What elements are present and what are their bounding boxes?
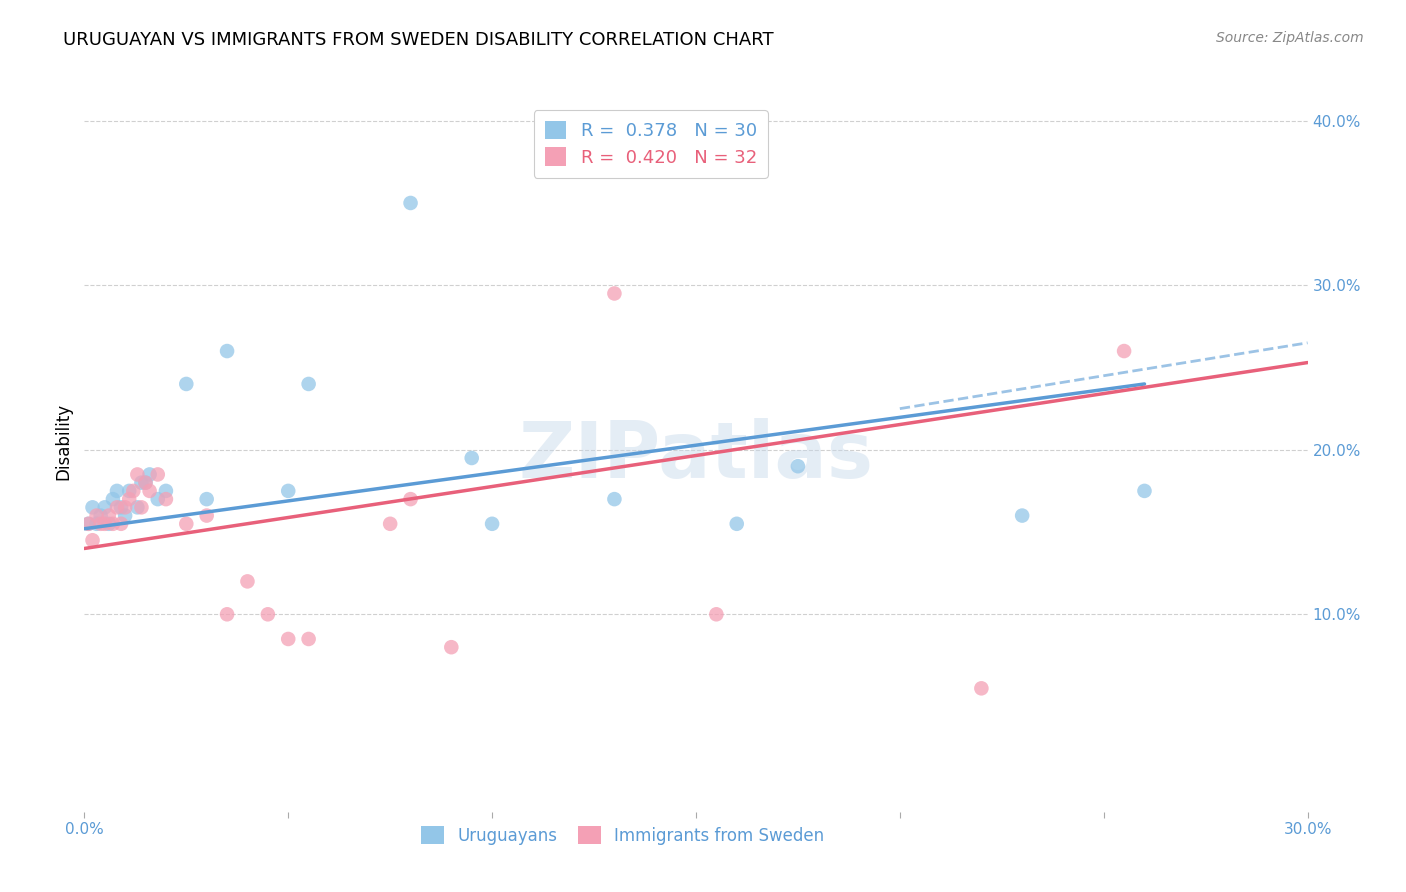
- Point: [97, 508, 120, 523]
- Point: [706, 607, 728, 622]
- Point: [155, 483, 177, 498]
- Point: [1011, 508, 1033, 523]
- Point: [236, 574, 259, 589]
- Point: [110, 516, 132, 531]
- Point: [90, 508, 112, 523]
- Point: [1133, 483, 1156, 498]
- Point: [603, 286, 626, 301]
- Point: [277, 483, 299, 498]
- Point: [114, 500, 136, 515]
- Point: [603, 492, 626, 507]
- Point: [787, 459, 810, 474]
- Point: [217, 344, 239, 359]
- Point: [118, 483, 141, 498]
- Point: [122, 483, 145, 498]
- Point: [131, 475, 153, 490]
- Point: [86, 508, 108, 523]
- Point: [135, 475, 157, 490]
- Point: [174, 376, 197, 391]
- Point: [97, 516, 120, 531]
- Point: [440, 640, 463, 655]
- Text: URUGUAYAN VS IMMIGRANTS FROM SWEDEN DISABILITY CORRELATION CHART: URUGUAYAN VS IMMIGRANTS FROM SWEDEN DISA…: [63, 31, 773, 49]
- Point: [131, 500, 153, 515]
- Point: [146, 492, 169, 507]
- Point: [101, 516, 124, 531]
- Point: [399, 492, 422, 507]
- Point: [127, 500, 149, 515]
- Point: [77, 516, 100, 531]
- Point: [135, 475, 157, 490]
- Point: [298, 376, 321, 391]
- Point: [90, 516, 112, 531]
- Point: [298, 632, 321, 646]
- Point: [93, 500, 115, 515]
- Point: [146, 467, 169, 482]
- Text: Source: ZipAtlas.com: Source: ZipAtlas.com: [1216, 31, 1364, 45]
- Text: ZIPatlas: ZIPatlas: [519, 418, 873, 494]
- Point: [86, 516, 108, 531]
- Legend: Uruguayans, Immigrants from Sweden: Uruguayans, Immigrants from Sweden: [415, 820, 831, 852]
- Point: [257, 607, 280, 622]
- Point: [461, 450, 484, 465]
- Point: [174, 516, 197, 531]
- Point: [118, 492, 141, 507]
- Point: [217, 607, 239, 622]
- Point: [82, 500, 104, 515]
- Point: [399, 196, 422, 211]
- Point: [725, 516, 748, 531]
- Point: [82, 533, 104, 548]
- Point: [970, 681, 993, 696]
- Point: [195, 508, 218, 523]
- Point: [195, 492, 218, 507]
- Point: [277, 632, 299, 646]
- Point: [105, 500, 128, 515]
- Point: [77, 516, 100, 531]
- Point: [481, 516, 503, 531]
- Point: [155, 492, 177, 507]
- Point: [93, 516, 115, 531]
- Point: [101, 492, 124, 507]
- Point: [138, 467, 160, 482]
- Point: [114, 508, 136, 523]
- Point: [1114, 344, 1136, 359]
- Point: [127, 467, 149, 482]
- Point: [138, 483, 160, 498]
- Y-axis label: Disability: Disability: [55, 403, 73, 480]
- Point: [105, 483, 128, 498]
- Point: [380, 516, 402, 531]
- Point: [110, 500, 132, 515]
